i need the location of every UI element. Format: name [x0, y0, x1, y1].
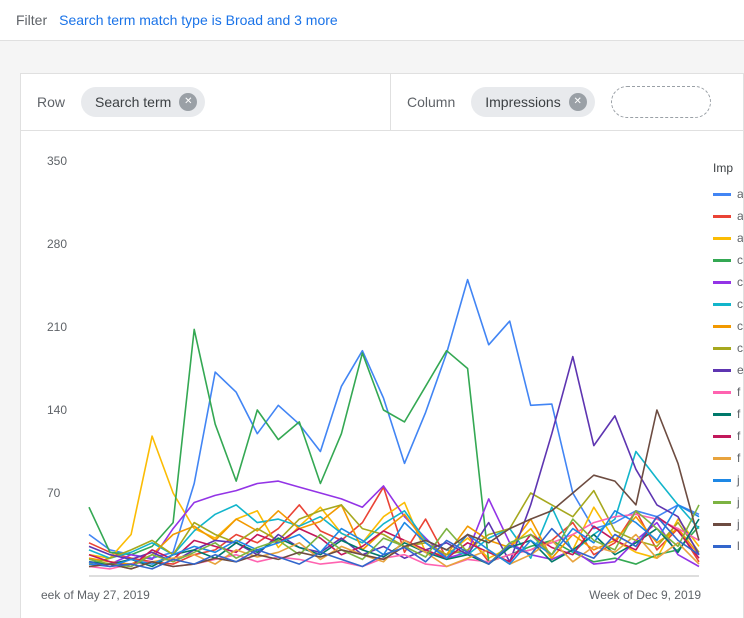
x-start-label: eek of May 27, 2019 [41, 588, 150, 602]
y-tick-label: 140 [47, 403, 67, 417]
legend-item[interactable]: f [713, 403, 744, 425]
legend-title: Imp [713, 161, 744, 175]
close-icon[interactable] [179, 93, 197, 111]
legend-swatch [713, 523, 731, 526]
legend-label: e [737, 363, 744, 377]
legend-item[interactable]: c [713, 271, 744, 293]
legend-item[interactable]: f [713, 425, 744, 447]
legend-item[interactable]: c [713, 337, 744, 359]
legend-item[interactable]: c [713, 293, 744, 315]
add-column-slot[interactable] [611, 86, 711, 118]
legend-label: f [737, 429, 740, 443]
close-icon[interactable] [569, 93, 587, 111]
x-end-label: Week of Dec 9, 2019 [589, 588, 701, 602]
legend-label: c [737, 253, 743, 267]
legend: Imp aaaccccceffffjjjl [713, 161, 744, 602]
series-line [89, 410, 699, 569]
legend-item[interactable]: j [713, 469, 744, 491]
legend-label: c [737, 275, 743, 289]
legend-item[interactable]: f [713, 447, 744, 469]
chart-plot: 70140210280350 eek of May 27, 2019 Week … [41, 161, 701, 602]
column-chip-label: Impressions [485, 94, 560, 110]
legend-item[interactable]: a [713, 183, 744, 205]
column-selector: Column Impressions [390, 73, 744, 131]
legend-item[interactable]: c [713, 315, 744, 337]
filter-bar: Filter Search term match type is Broad a… [0, 0, 744, 41]
legend-swatch [713, 347, 731, 350]
legend-label: j [737, 495, 740, 509]
y-tick-label: 350 [47, 154, 67, 168]
legend-swatch [713, 369, 731, 372]
legend-swatch [713, 479, 731, 482]
legend-item[interactable]: c [713, 249, 744, 271]
legend-swatch [713, 545, 731, 548]
y-tick-label: 210 [47, 320, 67, 334]
legend-swatch [713, 259, 731, 262]
legend-label: c [737, 319, 743, 333]
legend-label: a [737, 209, 744, 223]
legend-label: l [737, 539, 740, 553]
legend-swatch [713, 281, 731, 284]
column-label: Column [407, 94, 455, 110]
filter-link[interactable]: Search term match type is Broad and 3 mo… [59, 12, 338, 28]
row-chip-label: Search term [95, 94, 171, 110]
legend-label: c [737, 297, 743, 311]
legend-item[interactable]: l [713, 535, 744, 557]
legend-label: f [737, 385, 740, 399]
legend-item[interactable]: j [713, 491, 744, 513]
legend-item[interactable]: e [713, 359, 744, 381]
row-chip[interactable]: Search term [81, 87, 205, 117]
legend-item[interactable]: f [713, 381, 744, 403]
legend-label: a [737, 187, 744, 201]
legend-swatch [713, 303, 731, 306]
legend-label: j [737, 517, 740, 531]
y-tick-label: 70 [47, 486, 60, 500]
legend-swatch [713, 193, 731, 196]
row-label: Row [37, 94, 65, 110]
legend-label: a [737, 231, 744, 245]
legend-item[interactable]: j [713, 513, 744, 535]
legend-item[interactable]: a [713, 227, 744, 249]
legend-item[interactable]: a [713, 205, 744, 227]
legend-label: f [737, 451, 740, 465]
y-tick-label: 280 [47, 237, 67, 251]
filter-label: Filter [16, 12, 47, 28]
chart-card: 70 140 210 280 350 eek of May 27, 2019 Week … [20, 131, 744, 618]
row-selector: Row Search term [20, 73, 390, 131]
legend-label: j [737, 473, 740, 487]
legend-swatch [713, 325, 731, 328]
legend-label: f [737, 407, 740, 421]
config-area: Row Search term Column Impressions 70 140… [0, 41, 744, 618]
legend-swatch [713, 215, 731, 218]
legend-swatch [713, 501, 731, 504]
legend-label: c [737, 341, 743, 355]
column-chip[interactable]: Impressions [471, 87, 594, 117]
legend-swatch [713, 237, 731, 240]
legend-swatch [713, 435, 731, 438]
legend-swatch [713, 457, 731, 460]
legend-swatch [713, 413, 731, 416]
legend-swatch [713, 391, 731, 394]
